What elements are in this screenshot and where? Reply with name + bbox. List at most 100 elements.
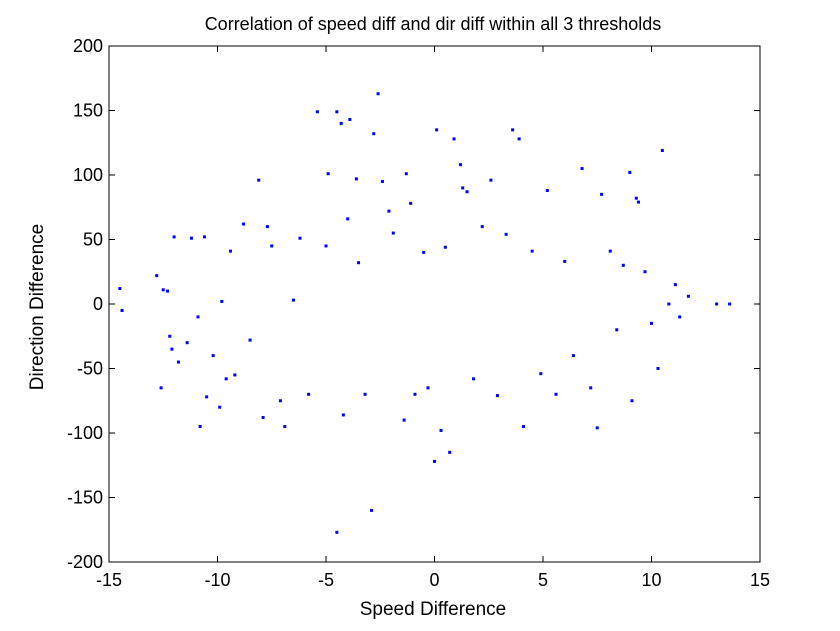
x-axis-ticks: -15 -10 -5 0 5 10 15 — [96, 46, 770, 590]
data-point — [298, 236, 302, 240]
data-point — [261, 416, 265, 420]
x-tick-label: 10 — [641, 570, 661, 590]
chart-title: Correlation of speed diff and dir diff w… — [205, 14, 662, 34]
data-point — [198, 425, 202, 429]
data-point — [459, 163, 463, 167]
scatter-points — [118, 92, 732, 534]
data-point — [354, 177, 358, 181]
data-point — [435, 128, 439, 132]
data-point — [211, 354, 215, 358]
data-point — [660, 148, 664, 152]
data-point — [387, 209, 391, 213]
data-point — [202, 235, 206, 239]
data-point — [545, 188, 549, 192]
data-point — [159, 386, 163, 390]
data-point — [161, 288, 165, 292]
data-point — [283, 425, 287, 429]
data-point — [465, 190, 469, 194]
data-point — [218, 405, 222, 409]
data-point — [422, 250, 426, 254]
data-point — [335, 110, 339, 114]
data-point — [346, 217, 350, 221]
data-point — [448, 450, 452, 454]
data-point — [233, 373, 237, 377]
data-point — [443, 245, 447, 249]
data-point — [452, 137, 456, 141]
x-axis-title: Speed Difference — [360, 599, 506, 620]
data-point — [650, 321, 653, 325]
data-point — [634, 196, 638, 200]
data-point — [248, 338, 252, 342]
data-point — [357, 261, 361, 265]
y-tick-label: -100 — [67, 423, 103, 443]
y-tick-label: -50 — [77, 359, 103, 379]
x-tick-label: -5 — [318, 570, 334, 590]
data-point — [242, 222, 246, 226]
data-point — [495, 394, 499, 398]
data-point — [118, 287, 122, 291]
y-tick-label: 100 — [73, 165, 103, 185]
data-point — [348, 118, 352, 122]
data-point — [511, 128, 515, 132]
data-point — [600, 192, 604, 196]
x-tick-label: -10 — [204, 570, 230, 590]
data-point — [433, 459, 436, 463]
y-tick-label: 150 — [73, 101, 103, 121]
data-point — [335, 530, 339, 534]
y-axis-ticks: -200 -150 -100 -50 0 50 100 150 200 — [67, 36, 760, 572]
data-point — [370, 508, 374, 512]
data-point — [307, 392, 311, 396]
data-point — [580, 167, 584, 171]
data-point — [315, 110, 319, 114]
data-point — [224, 377, 228, 381]
x-tick-label: 0 — [429, 570, 439, 590]
data-point — [667, 302, 671, 306]
data-point — [643, 270, 647, 274]
data-point — [402, 418, 406, 422]
data-point — [391, 231, 395, 235]
data-point — [595, 426, 599, 430]
data-point — [517, 137, 521, 141]
data-point — [589, 386, 593, 390]
data-point — [728, 302, 732, 306]
y-tick-label: 200 — [73, 36, 103, 56]
y-axis-title: Direction Difference — [27, 224, 48, 391]
data-point — [257, 178, 261, 182]
data-point — [291, 298, 295, 302]
y-tick-label: -200 — [67, 552, 103, 572]
data-point — [489, 178, 493, 182]
data-point — [185, 341, 189, 345]
data-point — [521, 425, 525, 429]
data-point — [636, 200, 640, 204]
data-point — [168, 334, 172, 338]
data-point — [176, 360, 180, 364]
data-point — [673, 283, 677, 287]
data-point — [504, 232, 508, 236]
data-point — [608, 249, 612, 253]
data-point — [380, 179, 384, 183]
data-point — [270, 244, 274, 248]
data-point — [461, 186, 465, 190]
data-point — [409, 201, 413, 205]
data-point — [363, 392, 367, 396]
data-point — [278, 399, 282, 403]
data-point — [715, 302, 719, 306]
data-point — [196, 315, 200, 319]
data-point — [628, 170, 632, 174]
data-point — [376, 92, 380, 96]
data-point — [539, 372, 543, 376]
data-point — [326, 172, 330, 176]
data-point — [554, 392, 558, 396]
data-point — [686, 294, 690, 298]
data-point — [621, 263, 625, 267]
data-point — [172, 235, 176, 239]
data-point — [229, 249, 233, 253]
data-point — [205, 395, 209, 399]
y-tick-label: 0 — [93, 294, 103, 314]
y-tick-label: 50 — [83, 230, 103, 250]
data-point — [265, 225, 269, 229]
x-tick-label: -15 — [96, 570, 122, 590]
data-point — [413, 392, 417, 396]
data-point — [339, 121, 343, 125]
